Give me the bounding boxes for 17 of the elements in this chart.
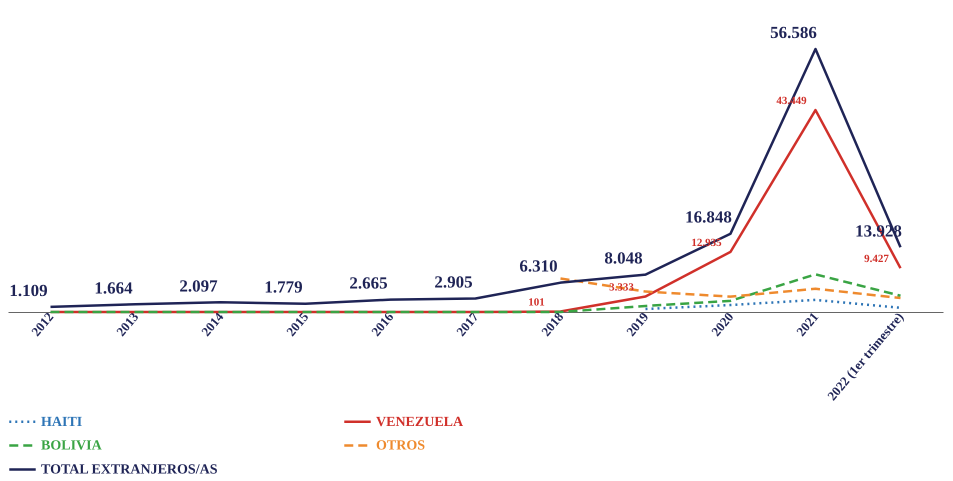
- data-label: 2.905: [434, 272, 473, 292]
- data-label: 8.048: [604, 248, 643, 268]
- legend-label: VENEZUELA: [376, 414, 464, 430]
- data-label: 56.586: [770, 23, 817, 42]
- data-label: 101: [528, 296, 545, 309]
- legend-label: HAITI: [41, 414, 82, 430]
- data-label: 9.427: [864, 253, 890, 266]
- legend-label: TOTAL EXTRANJEROS/AS: [41, 462, 218, 478]
- data-label: 2.097: [179, 276, 218, 296]
- data-label: 16.848: [685, 208, 732, 227]
- data-label: 2.665: [349, 274, 388, 293]
- data-label: 1.664: [94, 278, 134, 298]
- data-label: 1.109: [9, 280, 48, 300]
- legend-label: OTROS: [376, 438, 426, 454]
- legend-label: BOLIVIA: [41, 438, 103, 454]
- data-label: 1.779: [264, 278, 303, 297]
- data-label: 6.310: [519, 256, 558, 276]
